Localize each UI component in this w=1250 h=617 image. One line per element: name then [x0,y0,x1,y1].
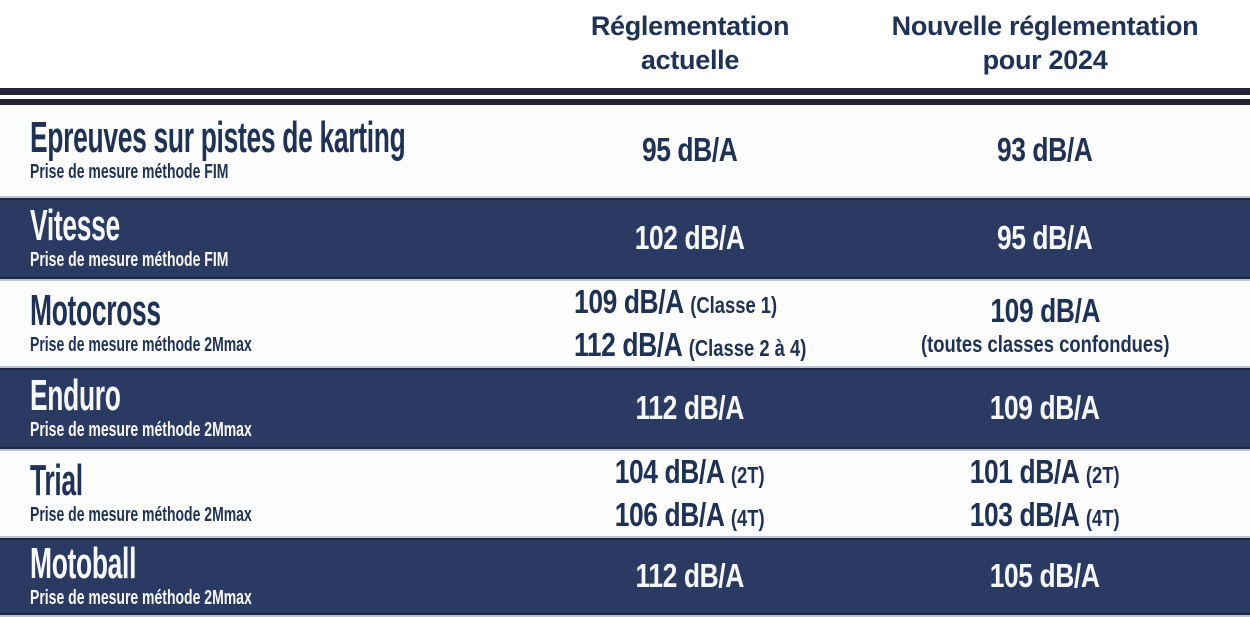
new-value-note: (2T) [1086,462,1120,489]
row-subtitle: Prise de mesure méthode 2Mmax [30,419,252,442]
column-header-new: Nouvelle réglementation pour 2024 [840,10,1250,78]
separator-gap [0,95,1250,99]
current-value: 112 dB/A [635,389,745,427]
row-enduro-current: 112 dB/A [540,387,840,429]
row-enduro-new: 109 dB/A [840,387,1250,429]
new-value: 93 dB/A [997,131,1093,169]
current-value: 112 dB/A [635,557,745,595]
current-value: 106 dB/A [615,495,725,533]
new-value: 109 dB/A [990,291,1100,329]
row-motocross: Motocross Prise de mesure méthode 2Mmax … [0,281,1250,366]
row-subtitle: Prise de mesure méthode FIM [30,161,229,184]
new-value: 105 dB/A [990,557,1100,595]
row-trial-label: Trial Prise de mesure méthode 2Mmax [0,455,540,528]
new-value: 103 dB/A [970,495,1080,533]
row-title: Motocross [30,285,161,335]
current-value-note: (Classe 2 à 4) [688,334,807,361]
column-header-new-line1: Nouvelle réglementation [891,11,1199,42]
new-value: 95 dB/A [997,219,1093,257]
row-motocross-current: 109 dB/A (Classe 1) 112 dB/A (Classe 2 à 4… [540,281,840,365]
current-value-note: (Classe 1) [690,292,777,319]
current-value: 102 dB/A [635,219,745,257]
row-vitesse-new: 95 dB/A [840,217,1250,259]
new-value: 101 dB/A [970,453,1080,491]
row-title: Motoball [30,538,137,588]
row-motocross-new: 109 dB/A (toutes classes confondues) [840,290,1250,358]
double-rule-separator [0,88,1250,105]
row-vitesse-current: 102 dB/A [540,217,840,259]
current-value: 112 dB/A [573,325,683,363]
current-value-note: (2T) [731,462,765,489]
new-value: 109 dB/A [990,389,1100,427]
current-value: 95 dB/A [642,131,738,169]
row-vitesse-label: Vitesse Prise de mesure méthode FIM [0,200,540,273]
row-subtitle: Prise de mesure méthode FIM [30,249,229,272]
new-value-note: (toutes classes confondues) [920,330,1170,357]
new-value-note: (4T) [1086,504,1120,531]
row-subtitle: Prise de mesure méthode 2Mmax [30,504,252,527]
column-header-current-line2: actuelle [640,45,740,75]
row-trial-current: 104 dB/A (2T) 106 dB/A (4T) [540,451,840,535]
column-header-current: Réglementation actuelle [540,10,840,78]
row-title: Epreuves sur pistes de karting [30,112,406,162]
row-vitesse: Vitesse Prise de mesure méthode FIM 102 … [0,196,1250,281]
row-subtitle: Prise de mesure méthode 2Mmax [30,587,252,610]
separator-bar-bottom [0,99,1250,105]
column-header-new-line2: pour 2024 [982,45,1108,75]
current-value: 104 dB/A [615,453,725,491]
row-karting-new: 93 dB/A [840,129,1250,171]
row-motoball-label: Motoball Prise de mesure méthode 2Mmax [0,538,540,611]
row-trial-new: 101 dB/A (2T) 103 dB/A (4T) [840,451,1250,535]
row-title: Trial [30,455,83,505]
row-title: Enduro [30,370,121,420]
current-value-note: (4T) [731,504,765,531]
separator-bar-top [0,88,1250,95]
row-title: Vitesse [30,200,120,250]
current-value: 109 dB/A [573,283,684,321]
row-motocross-label: Motocross Prise de mesure méthode 2Mmax [0,285,540,358]
row-subtitle: Prise de mesure méthode 2Mmax [30,334,252,357]
row-motoball: Motoball Prise de mesure méthode 2Mmax 1… [0,536,1250,617]
row-motoball-new: 105 dB/A [840,555,1250,597]
row-enduro: Enduro Prise de mesure méthode 2Mmax 112… [0,366,1250,451]
row-karting-current: 95 dB/A [540,129,840,171]
column-header-current-line1: Réglementation [590,11,790,42]
row-karting-label: Epreuves sur pistes de karting Prise de … [0,112,540,185]
row-motoball-current: 112 dB/A [540,555,840,597]
row-karting: Epreuves sur pistes de karting Prise de … [0,105,1250,196]
table-header: Réglementation actuelle Nouvelle régleme… [0,0,1250,88]
row-trial: Trial Prise de mesure méthode 2Mmax 104 … [0,451,1250,536]
row-enduro-label: Enduro Prise de mesure méthode 2Mmax [0,370,540,443]
